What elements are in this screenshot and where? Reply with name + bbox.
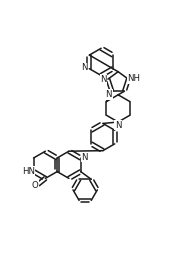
Text: HN: HN (22, 167, 35, 176)
Text: O: O (31, 181, 38, 190)
Text: N: N (100, 75, 107, 84)
Text: N: N (82, 153, 88, 162)
Text: N: N (105, 90, 112, 99)
Text: N: N (81, 63, 88, 72)
Text: NH: NH (128, 74, 141, 83)
Text: N: N (115, 121, 121, 130)
